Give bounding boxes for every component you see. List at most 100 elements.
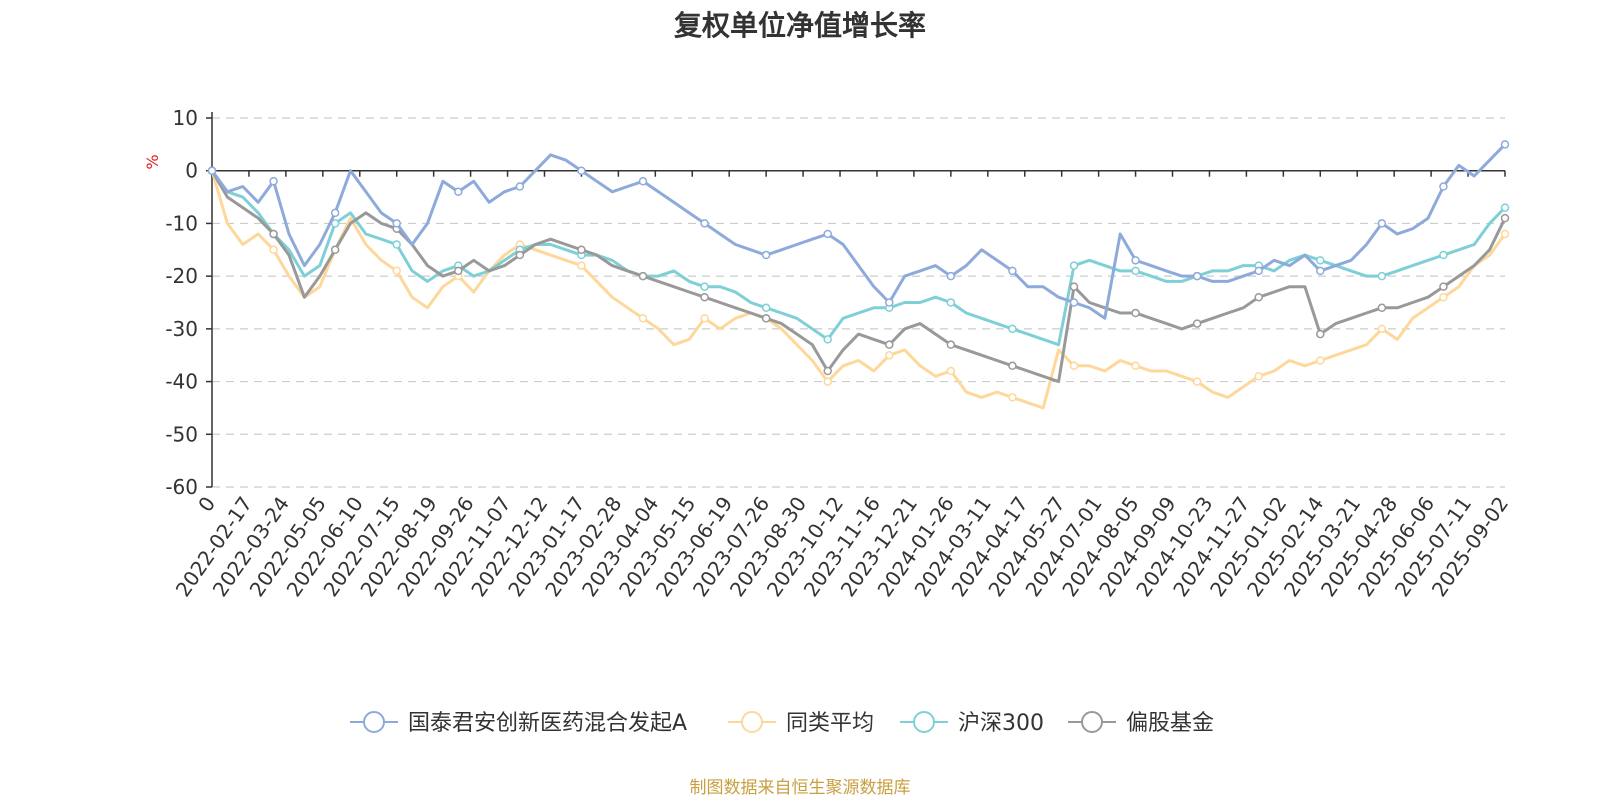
- data-point: [1316, 256, 1325, 265]
- data-point: [1069, 298, 1079, 307]
- data-point: [885, 340, 894, 349]
- data-point: [577, 261, 586, 270]
- data-point: [1439, 250, 1448, 260]
- legend-label: 沪深300: [958, 711, 1044, 736]
- data-point: [1254, 372, 1263, 381]
- y-axis-unit: %: [143, 154, 162, 169]
- source-note: 制图数据来自恒生聚源数据库: [690, 778, 911, 798]
- data-point: [823, 335, 832, 344]
- axes: [211, 112, 1506, 487]
- data-point: [946, 298, 956, 307]
- data-point: [823, 377, 832, 386]
- data-point: [823, 229, 832, 239]
- data-point: [823, 366, 832, 376]
- chart-title: 复权单位净值增长率: [674, 9, 926, 42]
- series-line-3: [210, 169, 1507, 384]
- data-point: [946, 271, 956, 281]
- y-tick-label: -10: [165, 211, 198, 235]
- data-point: [392, 266, 401, 276]
- data-point: [454, 266, 463, 276]
- data-point: [454, 187, 463, 197]
- data-point: [1131, 256, 1140, 265]
- x-tick-label: 0: [193, 492, 220, 516]
- data-point: [269, 245, 278, 255]
- data-point: [1377, 324, 1387, 334]
- series-line-2: [210, 169, 1507, 347]
- y-tick-label: 10: [173, 106, 198, 130]
- data-point: [946, 340, 956, 349]
- data-point: [515, 182, 525, 191]
- data-point: [1316, 356, 1325, 365]
- data-point: [885, 350, 894, 360]
- legend-label: 同类平均: [786, 711, 874, 736]
- legend-marker: [363, 711, 385, 733]
- data-point: [1008, 361, 1017, 371]
- data-point: [1192, 377, 1202, 386]
- data-point: [392, 219, 401, 228]
- y-tick-label: -40: [165, 370, 198, 394]
- data-point: [577, 166, 586, 175]
- legend-item-3[interactable]: 偏股基金: [1068, 711, 1214, 736]
- legend-label: 国泰君安创新医药混合发起A: [408, 711, 687, 736]
- data-point: [638, 271, 648, 281]
- data-point: [1069, 361, 1079, 371]
- series-lines: [207, 140, 1510, 410]
- y-tick-labels: 10 0 -10 -20 -30 -40 -50 -60: [165, 106, 212, 499]
- data-point: [269, 177, 278, 186]
- data-point: [638, 177, 648, 186]
- legend-item-1[interactable]: 同类平均: [728, 711, 874, 736]
- data-point: [392, 240, 401, 249]
- y-tick-label: -60: [165, 475, 198, 499]
- data-point: [1377, 303, 1387, 313]
- data-point: [700, 219, 709, 228]
- data-point: [1008, 266, 1017, 276]
- data-point: [885, 298, 894, 307]
- data-point: [1131, 308, 1140, 318]
- x-tick-labels: 02022-02-172022-03-242022-05-052022-06-1…: [171, 492, 1513, 601]
- legend-label: 偏股基金: [1126, 711, 1214, 736]
- data-point: [1500, 140, 1510, 149]
- legend-marker: [913, 711, 935, 733]
- data-point: [1069, 261, 1079, 270]
- data-point: [1008, 393, 1017, 402]
- legend-item-0[interactable]: 国泰君安创新医药混合发起A: [350, 711, 687, 736]
- data-point: [638, 314, 648, 323]
- data-point: [761, 250, 771, 260]
- data-point: [1439, 292, 1448, 302]
- data-point: [330, 245, 340, 255]
- data-point: [1316, 266, 1325, 276]
- legend: 国泰君安创新医药混合发起A 同类平均 沪深300 偏股基金: [350, 711, 1214, 736]
- data-point: [1131, 266, 1140, 276]
- data-point: [1500, 203, 1510, 212]
- data-point: [1377, 219, 1387, 228]
- y-tick-label: -30: [165, 317, 198, 341]
- data-point: [1131, 361, 1140, 371]
- data-point: [700, 282, 709, 291]
- data-point: [1439, 182, 1448, 191]
- data-point: [330, 208, 340, 218]
- data-point: [577, 245, 586, 255]
- data-point: [700, 314, 709, 323]
- data-point: [1069, 282, 1079, 291]
- data-point: [1439, 282, 1448, 291]
- data-point: [761, 314, 771, 323]
- data-point: [1254, 266, 1263, 276]
- y-tick-label: 0: [185, 159, 198, 183]
- series-line-0: [210, 143, 1507, 320]
- legend-item-2[interactable]: 沪深300: [900, 711, 1044, 736]
- data-point: [1316, 329, 1325, 339]
- data-point: [1192, 271, 1202, 281]
- legend-marker: [1081, 711, 1103, 733]
- data-point: [207, 166, 217, 175]
- data-point: [1254, 292, 1263, 302]
- data-point: [946, 366, 956, 376]
- data-point: [1377, 271, 1387, 281]
- y-tick-label: -20: [165, 264, 198, 288]
- data-point: [1008, 324, 1017, 334]
- data-point: [1500, 229, 1510, 239]
- y-tick-label: -50: [165, 422, 198, 446]
- data-point: [269, 229, 278, 239]
- legend-marker: [741, 711, 763, 733]
- data-point: [1500, 213, 1510, 223]
